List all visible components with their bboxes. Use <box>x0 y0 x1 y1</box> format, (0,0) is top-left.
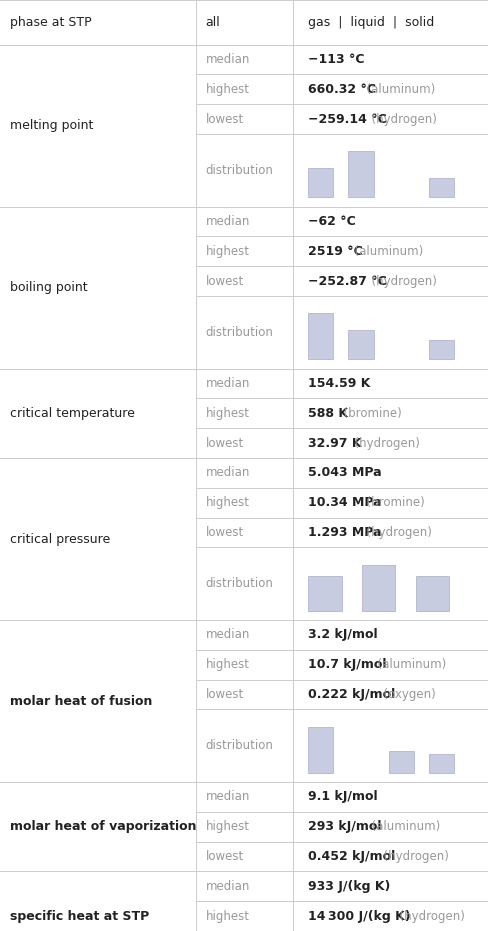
Text: highest: highest <box>205 820 249 833</box>
Text: lowest: lowest <box>205 688 243 701</box>
Text: phase at STP: phase at STP <box>10 16 91 29</box>
Bar <box>307 168 333 197</box>
Text: 10.34 MPa: 10.34 MPa <box>307 496 381 509</box>
Text: (hydrogen): (hydrogen) <box>392 910 465 923</box>
Text: 14 300 J/(kg K): 14 300 J/(kg K) <box>307 910 410 923</box>
Text: 0.452 kJ/mol: 0.452 kJ/mol <box>307 850 394 863</box>
Text: median: median <box>205 880 249 893</box>
Text: lowest: lowest <box>205 113 243 126</box>
Text: distribution: distribution <box>205 739 273 752</box>
Text: 154.59 K: 154.59 K <box>307 377 370 390</box>
Text: (bromine): (bromine) <box>336 407 401 420</box>
Text: −62 °C: −62 °C <box>307 215 355 228</box>
Text: distribution: distribution <box>205 326 273 339</box>
Text: 293 kJ/mol: 293 kJ/mol <box>307 820 381 833</box>
Text: lowest: lowest <box>205 850 243 863</box>
Text: −113 °C: −113 °C <box>307 53 364 66</box>
Text: median: median <box>205 53 249 66</box>
Text: median: median <box>205 377 249 390</box>
Text: lowest: lowest <box>205 437 243 450</box>
Bar <box>388 751 413 773</box>
Text: (hydrogen): (hydrogen) <box>364 275 436 288</box>
Text: (aluminum): (aluminum) <box>358 83 434 96</box>
Text: (aluminum): (aluminum) <box>364 820 440 833</box>
Text: specific heat at STP: specific heat at STP <box>10 910 149 923</box>
Text: melting point: melting point <box>10 119 93 132</box>
Text: highest: highest <box>205 245 249 258</box>
Text: critical pressure: critical pressure <box>10 533 110 546</box>
Text: highest: highest <box>205 83 249 96</box>
Bar <box>415 575 448 611</box>
Bar <box>307 314 333 359</box>
Text: 0.222 kJ/mol: 0.222 kJ/mol <box>307 688 394 701</box>
Text: molar heat of fusion: molar heat of fusion <box>10 695 152 708</box>
Text: 588 K: 588 K <box>307 407 347 420</box>
Text: (hydrogen): (hydrogen) <box>375 850 447 863</box>
Text: (bromine): (bromine) <box>358 496 424 509</box>
Text: critical temperature: critical temperature <box>10 407 134 420</box>
Text: 10.7 kJ/mol: 10.7 kJ/mol <box>307 658 386 671</box>
Text: median: median <box>205 628 249 641</box>
Text: median: median <box>205 466 249 479</box>
Text: gas  |  liquid  |  solid: gas | liquid | solid <box>307 16 433 29</box>
Bar <box>428 754 453 773</box>
Bar <box>307 575 341 611</box>
Text: highest: highest <box>205 910 249 923</box>
Bar <box>428 341 453 359</box>
Text: 2519 °C: 2519 °C <box>307 245 362 258</box>
Text: all: all <box>205 16 220 29</box>
Text: lowest: lowest <box>205 275 243 288</box>
Text: −259.14 °C: −259.14 °C <box>307 113 386 126</box>
Bar <box>348 330 373 359</box>
Text: median: median <box>205 790 249 803</box>
Text: (aluminum): (aluminum) <box>347 245 423 258</box>
Text: lowest: lowest <box>205 526 243 539</box>
Bar <box>361 565 395 611</box>
Text: (aluminum): (aluminum) <box>369 658 445 671</box>
Text: (hydrogen): (hydrogen) <box>364 113 436 126</box>
Text: (hydrogen): (hydrogen) <box>358 526 431 539</box>
Text: molar heat of vaporization: molar heat of vaporization <box>10 820 196 833</box>
Text: median: median <box>205 215 249 228</box>
Text: 660.32 °C: 660.32 °C <box>307 83 375 96</box>
Text: 3.2 kJ/mol: 3.2 kJ/mol <box>307 628 377 641</box>
Bar <box>428 179 453 197</box>
Text: distribution: distribution <box>205 577 273 590</box>
Text: highest: highest <box>205 658 249 671</box>
Text: (oxygen): (oxygen) <box>375 688 434 701</box>
Text: 1.293 MPa: 1.293 MPa <box>307 526 381 539</box>
Text: 933 J/(kg K): 933 J/(kg K) <box>307 880 389 893</box>
Text: boiling point: boiling point <box>10 281 87 294</box>
Text: distribution: distribution <box>205 164 273 177</box>
Text: 9.1 kJ/mol: 9.1 kJ/mol <box>307 790 377 803</box>
Text: 5.043 MPa: 5.043 MPa <box>307 466 381 479</box>
Text: highest: highest <box>205 496 249 509</box>
Bar <box>307 727 333 773</box>
Text: −252.87 °C: −252.87 °C <box>307 275 386 288</box>
Bar <box>348 152 373 197</box>
Text: highest: highest <box>205 407 249 420</box>
Text: (hydrogen): (hydrogen) <box>347 437 420 450</box>
Text: 32.97 K: 32.97 K <box>307 437 361 450</box>
